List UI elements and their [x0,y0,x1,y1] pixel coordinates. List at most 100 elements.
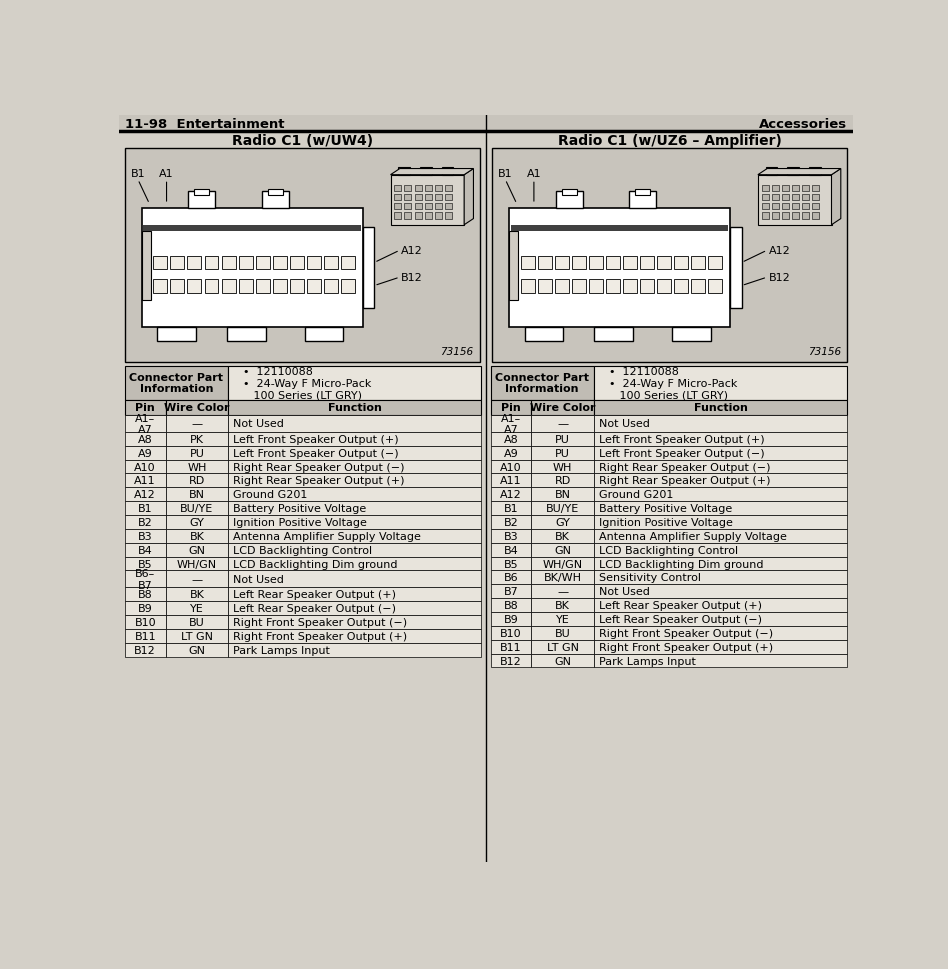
Bar [414,213,422,219]
Bar [445,185,452,192]
Text: B5: B5 [503,559,519,569]
Text: BU/YE: BU/YE [180,504,213,514]
Bar [762,195,769,201]
Bar [606,279,620,294]
Text: —: — [191,419,203,429]
Text: Battery Positive Voltage: Battery Positive Voltage [233,504,366,514]
Text: B5: B5 [137,559,153,569]
Text: A1–
A7: A1– A7 [501,413,521,435]
Text: Ignition Positive Voltage: Ignition Positive Voltage [598,517,733,527]
Bar [782,213,789,219]
Text: B4: B4 [137,546,153,555]
Bar [802,213,809,219]
Bar [532,400,593,416]
Text: Left Front Speaker Output (−): Left Front Speaker Output (−) [598,449,764,458]
Bar [802,185,809,192]
Bar [166,544,228,557]
Bar [166,460,228,474]
Bar [490,544,532,557]
Text: GN: GN [189,645,206,655]
Bar [273,256,286,270]
Bar [532,432,593,447]
Bar [490,447,532,460]
Bar [125,643,166,657]
Bar [125,460,166,474]
Text: Function: Function [694,403,747,413]
Bar [490,474,532,487]
Bar [593,599,847,612]
Bar [802,203,809,210]
Bar [239,256,252,270]
Bar [228,487,482,502]
Bar [593,516,847,529]
Bar [812,185,819,192]
Text: Radio C1 (w/UW4): Radio C1 (w/UW4) [231,134,373,148]
Bar [228,557,482,571]
Bar [405,203,411,210]
Bar [792,213,799,219]
Bar [228,366,482,400]
Bar [490,432,532,447]
Bar [125,557,166,571]
Bar [307,256,320,270]
Bar [125,432,166,447]
Text: WH/GN: WH/GN [177,559,217,569]
Text: A9: A9 [503,449,519,458]
Text: Accessories: Accessories [759,117,847,131]
Bar [363,228,374,308]
Bar [593,447,847,460]
Bar [490,516,532,529]
Bar [589,256,603,270]
Bar [222,279,235,294]
Bar [394,185,401,192]
Text: B11: B11 [501,642,521,652]
Bar [593,612,847,626]
Bar [166,557,228,571]
Text: A8: A8 [137,434,153,445]
Text: Left Rear Speaker Output (+): Left Rear Speaker Output (+) [598,601,761,610]
Bar [222,256,235,270]
Text: Ground G201: Ground G201 [233,489,307,500]
Text: WH: WH [187,462,207,472]
Bar [228,502,482,516]
Text: B12: B12 [501,656,521,666]
Bar [391,175,465,226]
Text: LCD Backlighting Dim ground: LCD Backlighting Dim ground [598,559,763,569]
Bar [782,185,789,192]
Bar [490,416,532,432]
Bar [532,529,593,544]
Bar [657,256,671,270]
Bar [490,529,532,544]
Text: 11-98  Entertainment: 11-98 Entertainment [125,117,284,131]
Bar [562,190,576,197]
Bar [228,529,482,544]
Text: Left Front Speaker Output (−): Left Front Speaker Output (−) [233,449,398,458]
Bar [290,279,303,294]
Bar [171,256,184,270]
Bar [509,208,730,328]
Bar [228,588,482,602]
Bar [762,203,769,210]
Bar [490,502,532,516]
Text: B12: B12 [769,273,791,283]
Text: B11: B11 [135,631,156,641]
Text: GN: GN [189,546,206,555]
Polygon shape [391,170,473,175]
Text: Right Rear Speaker Output (+): Right Rear Speaker Output (+) [598,476,770,485]
Text: A12: A12 [501,489,521,500]
Bar [812,203,819,210]
Bar [555,279,569,294]
Bar [772,213,779,219]
Bar [435,203,442,210]
Text: Battery Positive Voltage: Battery Positive Voltage [598,504,732,514]
Text: B1: B1 [131,169,145,179]
Bar [532,474,593,487]
Bar [672,328,711,342]
Text: B1: B1 [503,504,519,514]
Text: B1: B1 [137,504,153,514]
Bar [166,516,228,529]
Bar [589,279,603,294]
Bar [593,487,847,502]
Bar [593,626,847,641]
Bar [171,279,184,294]
